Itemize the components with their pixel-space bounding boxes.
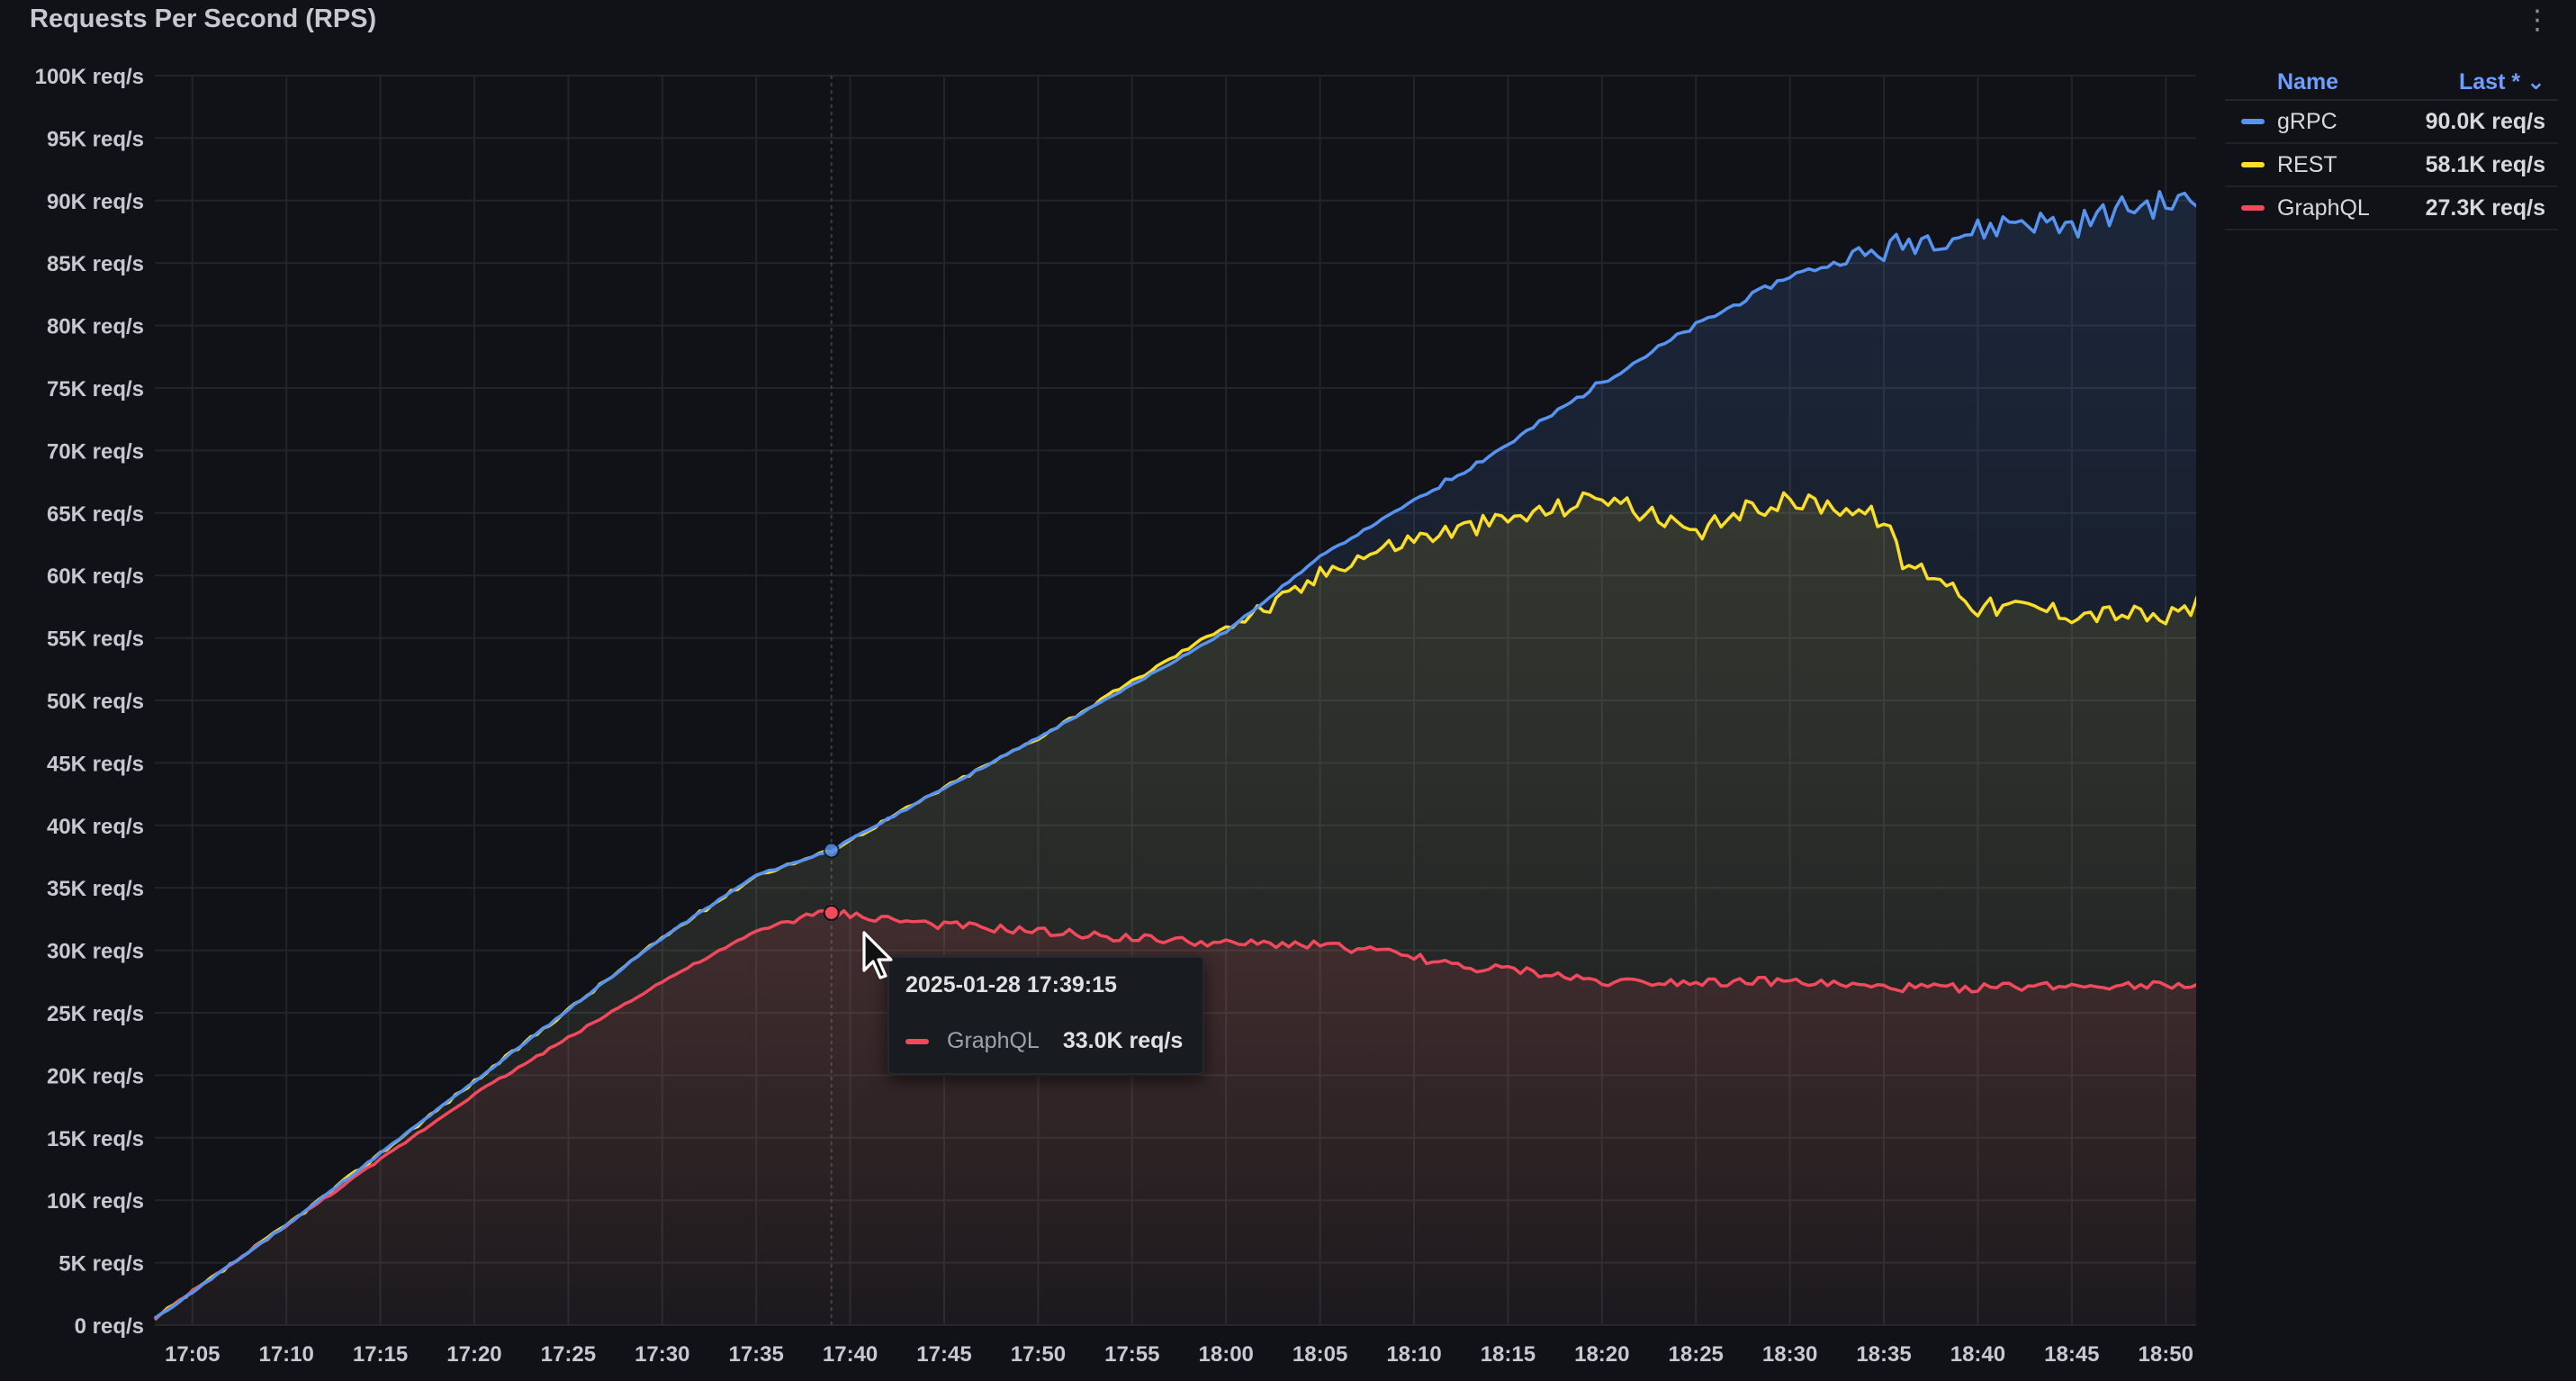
- y-tick-label: 60K req/s: [47, 564, 144, 589]
- legend-header: Name Last * ⌄: [2225, 65, 2558, 101]
- series-swatch-icon: [2241, 205, 2265, 211]
- x-tick-label: 17:55: [1104, 1342, 1159, 1367]
- hover-point-grpc: [823, 842, 840, 859]
- x-tick-label: 18:05: [1293, 1342, 1347, 1367]
- y-tick-label: 45K req/s: [47, 752, 144, 776]
- tooltip-time: 2025-01-28 17:39:15: [905, 972, 1117, 997]
- x-tick-label: 18:25: [1669, 1342, 1724, 1367]
- y-tick-label: 30K req/s: [47, 940, 144, 964]
- y-tick-label: 5K req/s: [59, 1252, 144, 1277]
- x-tick-label: 18:35: [1856, 1342, 1911, 1367]
- y-tick-label: 65K req/s: [47, 502, 144, 527]
- x-tick-label: 18:00: [1199, 1342, 1254, 1367]
- x-tick-label: 17:20: [446, 1342, 501, 1367]
- x-tick-label: 18:45: [2044, 1342, 2099, 1367]
- series-lines: [153, 190, 2196, 1322]
- series-swatch-icon: [2241, 119, 2265, 124]
- x-tick-label: 18:20: [1574, 1342, 1629, 1367]
- legend-series-name: GraphQL: [2277, 194, 2370, 221]
- x-tick-label: 17:15: [353, 1342, 408, 1367]
- legend-name-header[interactable]: Name: [2277, 68, 2339, 95]
- x-tick-label: 17:40: [823, 1342, 878, 1367]
- legend-series-name: REST: [2277, 151, 2337, 177]
- x-tick-label: 18:15: [1481, 1342, 1536, 1367]
- hover-markers: [823, 842, 840, 921]
- y-tick-label: 20K req/s: [47, 1064, 144, 1088]
- x-tick-label: 17:45: [916, 1342, 971, 1367]
- y-tick-label: 90K req/s: [47, 190, 144, 214]
- x-tick-label: 17:35: [728, 1342, 783, 1367]
- chevron-down-icon: ⌄: [2526, 69, 2545, 95]
- y-tick-label: 40K req/s: [47, 815, 144, 839]
- mouse-pointer-icon: [862, 931, 893, 979]
- legend-item-graphql[interactable]: GraphQL 27.3K req/s: [2225, 187, 2558, 230]
- y-tick-label: 100K req/s: [35, 65, 144, 89]
- x-tick-label: 17:25: [541, 1342, 596, 1367]
- legend-table: Name Last * ⌄ gRPC 90.0K req/s REST 58.1…: [2225, 65, 2558, 230]
- y-tick-label: 15K req/s: [47, 1127, 144, 1151]
- legend-series-last: 27.3K req/s: [2425, 194, 2545, 221]
- x-tick-label: 18:40: [1950, 1342, 2005, 1367]
- y-axis: 0 req/s 5K req/s 10K req/s 15K req/s 20K req…: [35, 65, 144, 1339]
- x-tick-label: 18:10: [1386, 1342, 1441, 1367]
- series-swatch-icon: [2241, 162, 2265, 167]
- series-line-grpc: [153, 190, 2196, 1321]
- x-tick-label: 17:50: [1011, 1342, 1066, 1367]
- y-tick-label: 80K req/s: [47, 315, 144, 339]
- x-tick-label: 18:50: [2139, 1342, 2193, 1367]
- series-area-graphql: [155, 910, 2196, 1325]
- series-line-graphql: [153, 908, 2196, 1322]
- y-tick-label: 50K req/s: [47, 690, 144, 714]
- x-axis: 17:05 17:10 17:15 17:20 17:25 17:30 17:35 17:40…: [165, 1342, 2193, 1367]
- y-tick-label: 70K req/s: [47, 439, 144, 464]
- tooltip-row: GraphQL 33.0K req/s: [905, 1028, 1183, 1054]
- y-tick-label: 25K req/s: [47, 1002, 144, 1026]
- kebab-menu-icon[interactable]: ⋮: [2524, 5, 2551, 35]
- panel-title: Requests Per Second (RPS): [30, 5, 377, 33]
- tooltip-series-name: GraphQL: [947, 1028, 1040, 1053]
- x-tick-label: 17:30: [635, 1342, 689, 1367]
- x-tick-label: 18:30: [1762, 1342, 1817, 1367]
- legend-series-name: gRPC: [2277, 108, 2337, 134]
- y-tick-label: 0 req/s: [75, 1314, 144, 1339]
- y-tick-label: 95K req/s: [47, 127, 144, 151]
- y-tick-label: 55K req/s: [47, 627, 144, 652]
- x-tick-label: 17:05: [165, 1342, 220, 1367]
- x-tick-label: 17:10: [258, 1342, 313, 1367]
- legend-item-rest[interactable]: REST 58.1K req/s: [2225, 144, 2558, 187]
- hover-tooltip: 2025-01-28 17:39:15 GraphQL 33.0K req/s: [887, 956, 1204, 1075]
- y-tick-label: 10K req/s: [47, 1189, 144, 1214]
- legend-series-last: 58.1K req/s: [2425, 151, 2545, 177]
- series-areas: [155, 191, 2196, 1325]
- legend-last-header[interactable]: Last * ⌄: [2459, 68, 2545, 95]
- y-tick-label: 75K req/s: [47, 377, 144, 402]
- series-swatch-icon: [905, 1038, 929, 1044]
- hover-point-graphql: [823, 904, 840, 921]
- y-tick-label: 35K req/s: [47, 877, 144, 901]
- y-tick-label: 85K req/s: [47, 252, 144, 276]
- tooltip-series-value: 33.0K req/s: [1062, 1028, 1184, 1053]
- legend-series-last: 90.0K req/s: [2425, 108, 2545, 134]
- line-chart[interactable]: 0 req/s 5K req/s 10K req/s 15K req/s 20K req…: [0, 0, 2196, 1381]
- legend-item-grpc[interactable]: gRPC 90.0K req/s: [2225, 101, 2558, 144]
- legend-last-label: Last *: [2459, 69, 2521, 95]
